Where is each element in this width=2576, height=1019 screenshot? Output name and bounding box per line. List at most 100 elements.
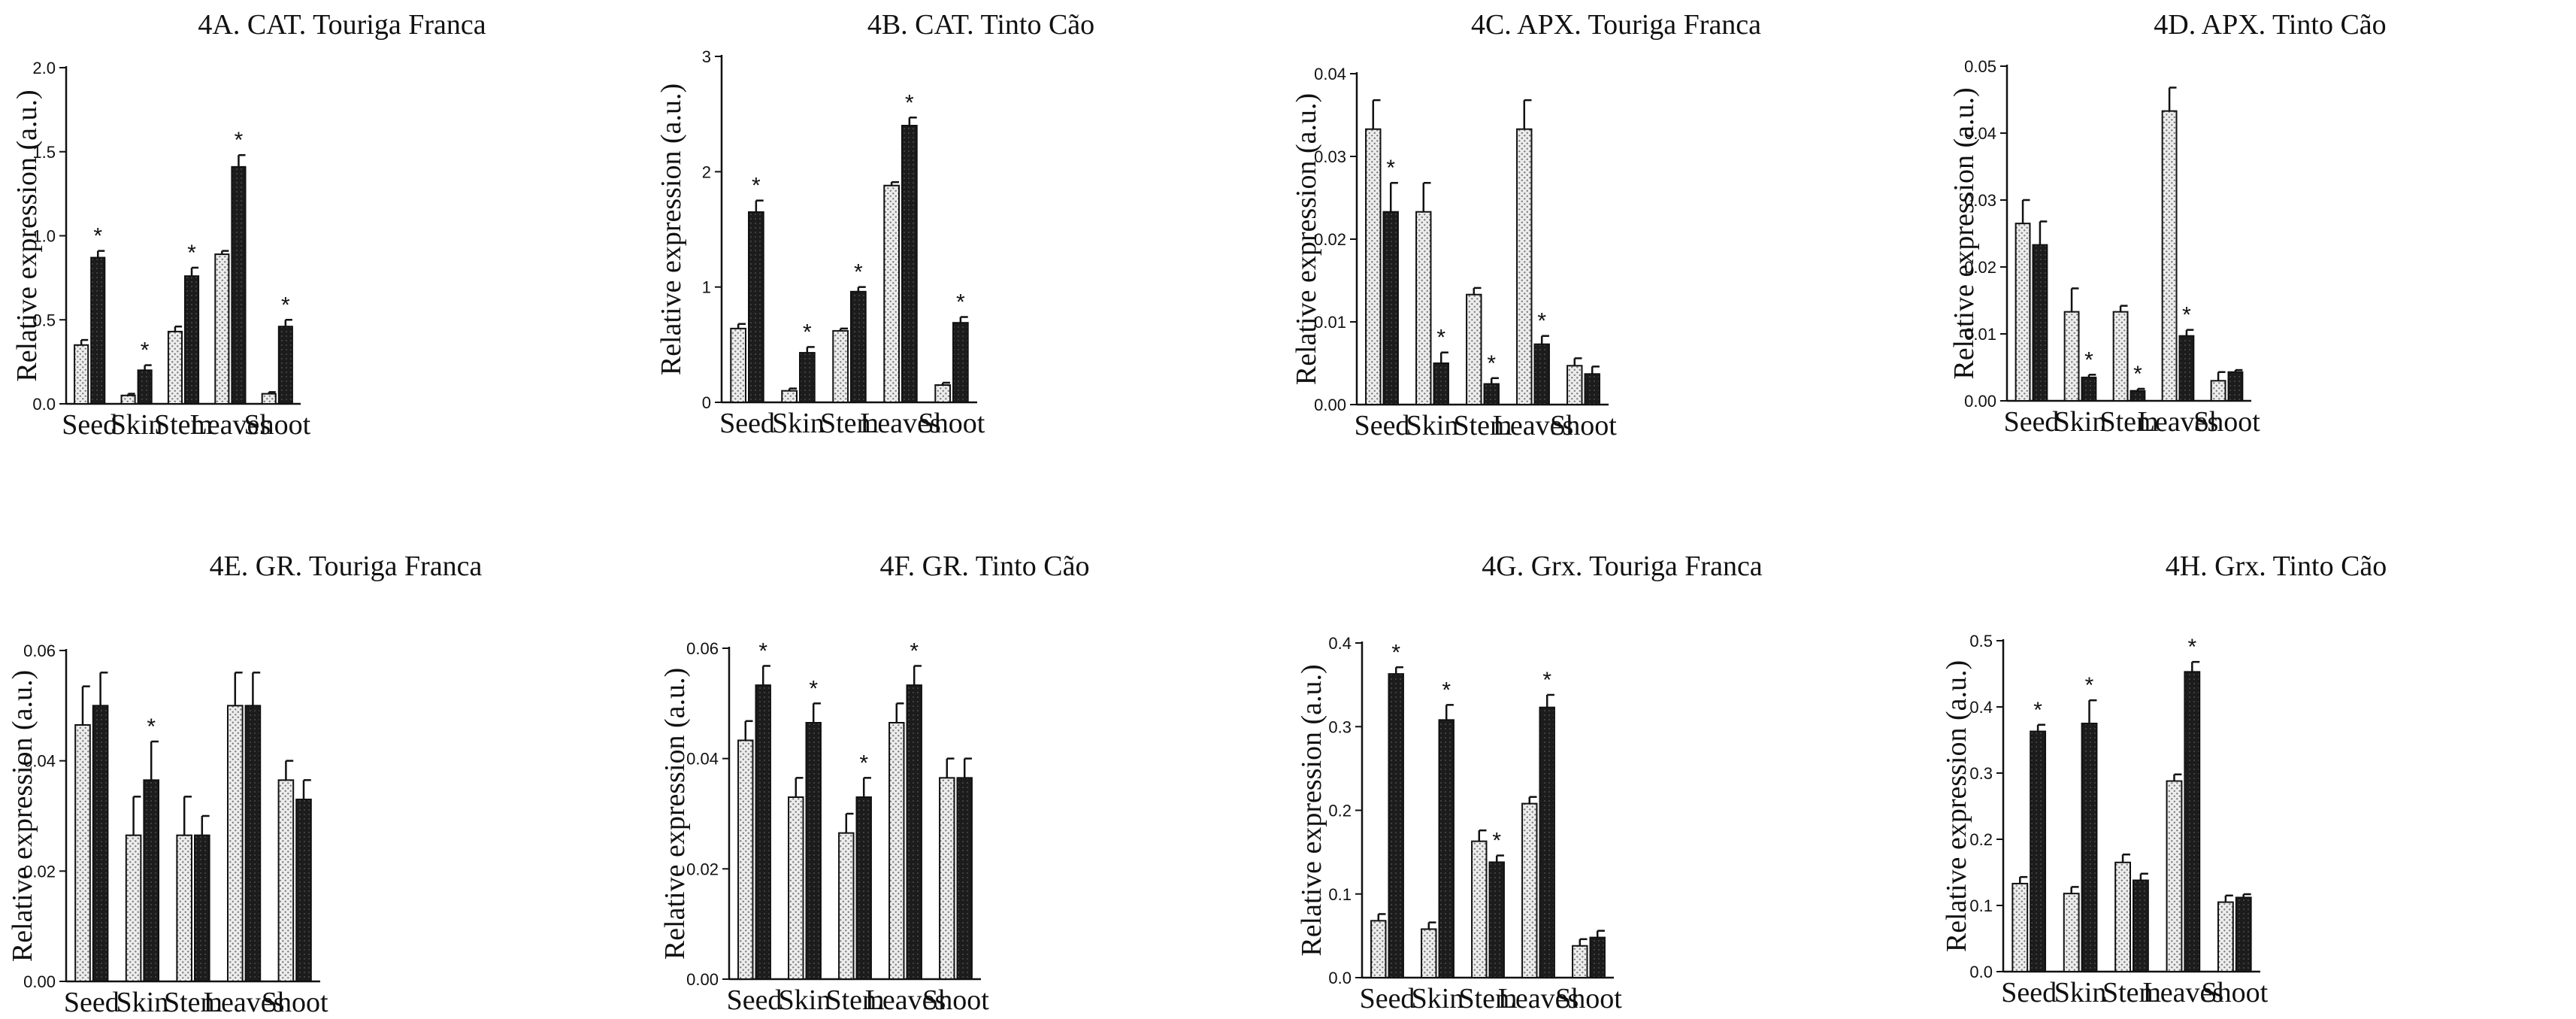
significance-star: * <box>1391 640 1400 665</box>
chart-panel-2: 4B. CAT. Tinto Cão Relative expression (a… <box>655 9 1094 439</box>
y-axis-label: Relative expression (a.u.) <box>7 670 38 962</box>
x-tick-label: Leaves <box>865 984 946 1016</box>
bar-light <box>74 724 91 982</box>
y-tick-label: 0.4 <box>1969 698 1993 717</box>
y-axis-label: Relative expression (a.u.) <box>1296 664 1327 956</box>
y-tick-label: 0.00 <box>686 970 719 989</box>
x-tick-label: Skin <box>1406 410 1459 441</box>
x-tick-label: Stem <box>820 408 879 439</box>
chart-panel-7: 4G. Grx. Touriga Franca Relative expressi… <box>1296 550 1763 1014</box>
x-tick-label: Stem <box>825 984 884 1016</box>
bar-light <box>277 779 295 983</box>
x-tick-label: Shoot <box>2201 977 2268 1008</box>
bar-dark <box>137 369 153 405</box>
x-tick-label: Skin <box>772 408 825 439</box>
bar-light <box>781 390 798 404</box>
x-tick-label: Shoot <box>1550 410 1617 441</box>
bar-dark <box>906 684 922 981</box>
bar-dark <box>901 125 918 403</box>
significance-star: * <box>1492 829 1501 854</box>
y-tick-label: 0.04 <box>1964 124 1996 143</box>
bar-dark <box>755 684 771 981</box>
bar-light <box>167 330 183 405</box>
bar-dark <box>952 322 969 404</box>
significance-star: * <box>2187 635 2196 660</box>
x-tick-label: Seed <box>64 987 120 1018</box>
bar-dark <box>277 326 293 405</box>
bar-light <box>226 705 244 982</box>
significance-star: * <box>758 638 767 663</box>
x-tick-label: Shoot <box>919 408 985 439</box>
x-tick-label: Skin <box>779 984 831 1016</box>
significance-star: * <box>1487 351 1496 376</box>
bar-light <box>1370 920 1387 978</box>
bar-light <box>2210 380 2226 402</box>
y-tick-label: 0.01 <box>1964 325 1996 344</box>
bar-light <box>2114 861 2132 973</box>
bar-light <box>2217 901 2234 972</box>
y-tick-label: 0.0 <box>32 395 56 414</box>
bar-light <box>176 834 192 982</box>
significance-star: * <box>281 293 290 317</box>
y-tick-label: 0.04 <box>23 752 56 771</box>
chart-panel-3: 4C. APX. Touriga Franca Relative expressi… <box>1291 9 1761 441</box>
x-tick-label: Seed <box>62 409 117 441</box>
bar-dark <box>850 290 867 403</box>
y-axis-label: Relative expression (a.u.) <box>1291 93 1322 385</box>
significance-star: * <box>2084 347 2093 372</box>
x-tick-label: Leaves <box>190 409 271 441</box>
significance-star: * <box>235 128 244 153</box>
significance-star: * <box>2085 673 2094 698</box>
y-tick-label: 2 <box>702 162 711 181</box>
x-tick-label: Stem <box>2099 406 2158 438</box>
x-tick-label: Shoot <box>262 987 328 1018</box>
panel-title: 4D. APX. Tinto Cão <box>2154 9 2386 41</box>
significance-star: * <box>905 90 914 115</box>
bar-light <box>1516 128 1533 405</box>
bar-dark <box>194 834 210 982</box>
y-tick-label: 0.4 <box>1328 634 1352 653</box>
bar-light <box>832 329 849 403</box>
y-tick-label: 0.2 <box>1969 830 1993 849</box>
bar-dark <box>2184 671 2201 972</box>
y-tick-label: 0.1 <box>1969 896 1993 915</box>
significance-star: * <box>1436 326 1445 350</box>
y-tick-label: 0 <box>702 393 711 412</box>
y-tick-label: 0.02 <box>23 862 56 881</box>
x-tick-label: Seed <box>2001 977 2057 1008</box>
y-tick-label: 0.1 <box>1328 885 1352 904</box>
y-tick-label: 0.3 <box>1328 717 1352 736</box>
x-tick-label: Stem <box>1458 983 1517 1014</box>
panel-title: 4C. APX. Touriga Franca <box>1471 9 1761 41</box>
bar-dark <box>2235 896 2252 972</box>
y-tick-label: 0.00 <box>23 972 56 991</box>
bar-dark <box>1539 706 1555 978</box>
bar-dark <box>184 275 200 405</box>
y-tick-label: 0.06 <box>23 641 56 660</box>
y-tick-label: 0.04 <box>1314 65 1346 83</box>
bar-light <box>1572 945 1588 978</box>
bar-dark <box>799 352 816 404</box>
x-tick-label: Leaves <box>860 408 941 439</box>
bar-light <box>888 722 905 980</box>
y-tick-label: 0.00 <box>1314 396 1346 414</box>
bar-dark <box>231 165 247 405</box>
bar-light <box>1421 928 1437 978</box>
bar-dark <box>1533 343 1550 406</box>
y-tick-label: 1 <box>702 278 711 297</box>
y-tick-label: 0.03 <box>1314 147 1346 166</box>
y-tick-label: 0.00 <box>1964 392 1996 411</box>
y-tick-label: 0.06 <box>686 639 719 658</box>
x-tick-label: Stem <box>164 987 222 1018</box>
panel-title: 4B. CAT. Tinto Cão <box>867 9 1094 41</box>
significance-star: * <box>2182 303 2191 328</box>
bar-dark <box>2130 390 2146 402</box>
x-tick-label: Seed <box>2004 406 2060 438</box>
y-tick-label: 0.5 <box>32 311 56 329</box>
y-tick-label: 0.2 <box>1328 802 1352 820</box>
panel-title: 4E. GR. Touriga Franca <box>210 550 483 582</box>
significance-star: * <box>809 676 818 701</box>
x-tick-label: Leaves <box>2143 977 2224 1008</box>
chart-panels: 4A. CAT. Touriga Franca Relative expressi… <box>7 9 2387 1018</box>
